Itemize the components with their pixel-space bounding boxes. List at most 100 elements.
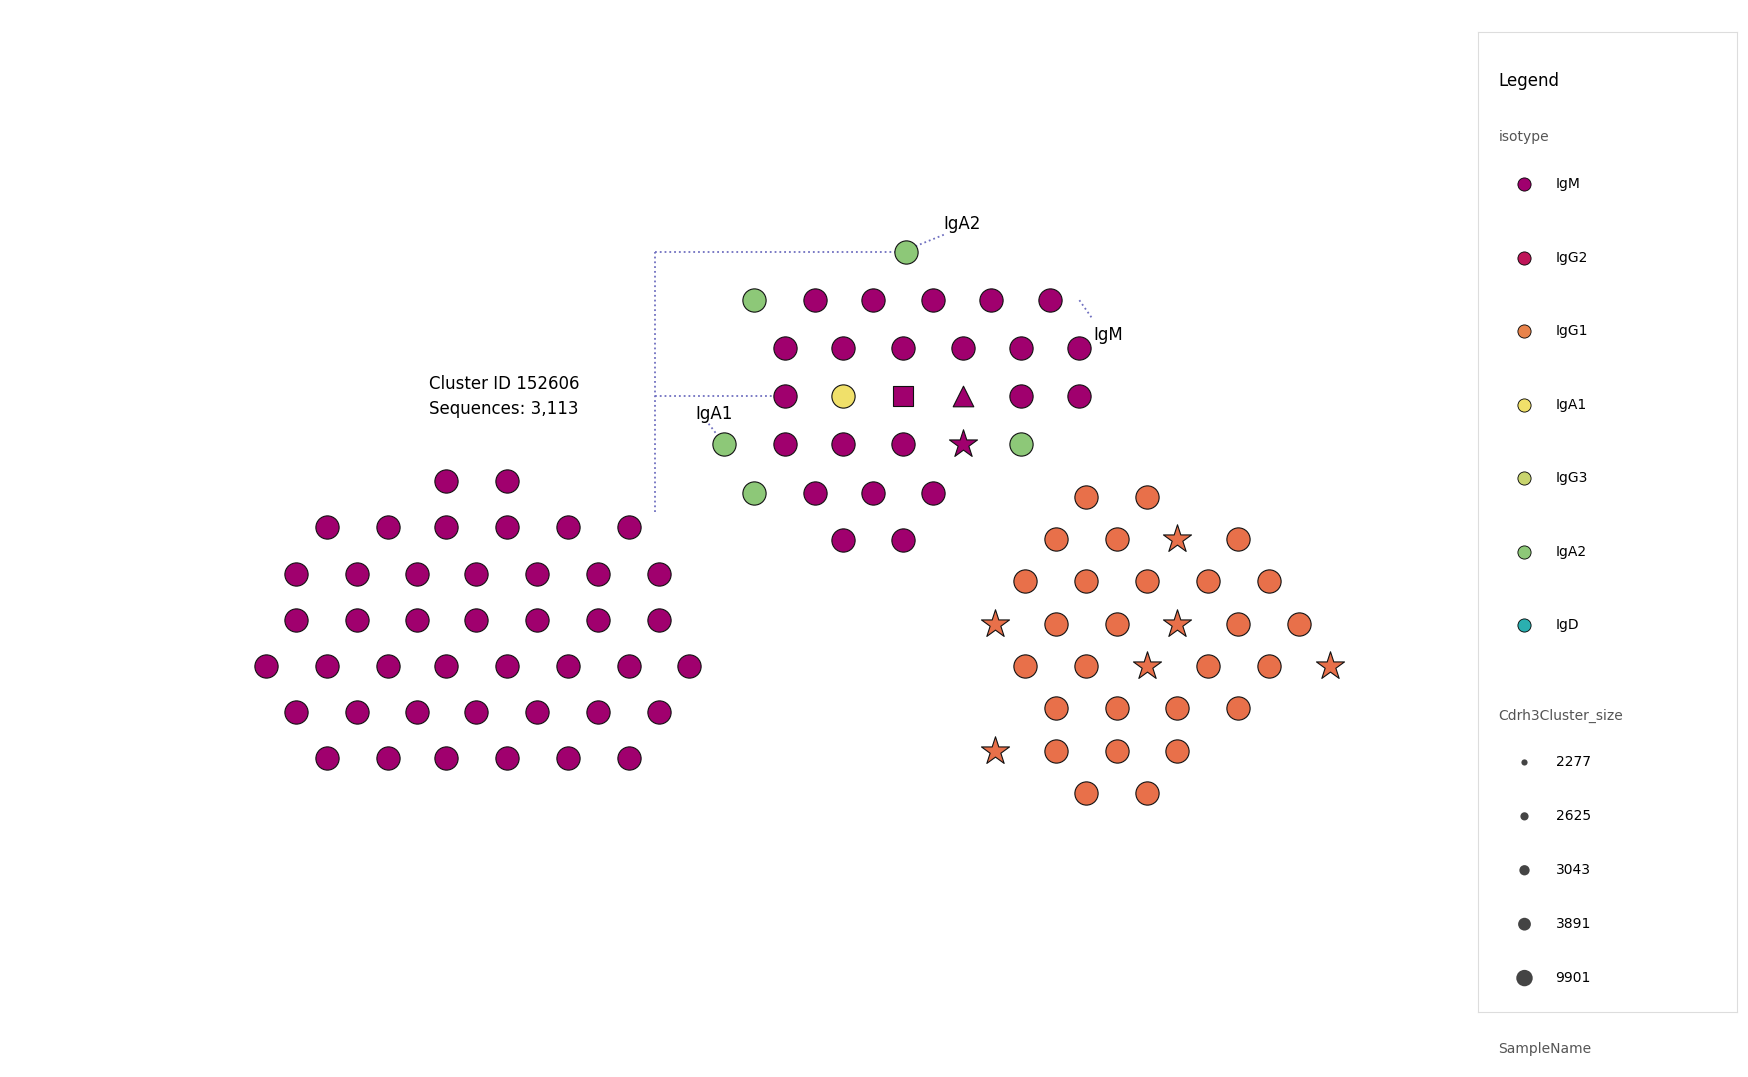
Point [1133,573,1161,590]
Point [1510,969,1538,987]
Point [888,388,916,405]
Text: IgG2: IgG2 [1554,251,1587,265]
Point [947,388,975,405]
Point [523,611,551,628]
Point [1162,615,1190,632]
Text: IgG1: IgG1 [1554,324,1587,338]
Point [829,532,857,549]
Point [1042,530,1070,547]
Point [981,615,1009,632]
Point [1255,657,1283,674]
Point [1510,176,1538,193]
Point [1007,388,1035,405]
Point [493,657,521,674]
Point [584,611,612,628]
Point [1035,292,1063,309]
Point [281,565,309,583]
Point [252,657,280,674]
Point [461,703,489,721]
Point [281,611,309,628]
Point [584,565,612,583]
Text: IgD: IgD [1554,618,1578,632]
Point [1194,657,1222,674]
Point [1042,742,1070,759]
Point [615,657,643,674]
Point [402,703,430,721]
Text: IgA1: IgA1 [1554,397,1585,411]
Point [432,519,460,536]
Point [1133,488,1161,505]
Point [1065,388,1092,405]
Point [829,339,857,356]
Text: IgM: IgM [1092,325,1122,344]
Point [1133,657,1161,674]
Point [615,519,643,536]
Point [1010,573,1038,590]
Point [1510,543,1538,560]
Text: Cluster ID 152606
Sequences: 3,113: Cluster ID 152606 Sequences: 3,113 [428,375,579,418]
Point [1510,754,1538,771]
Point [1133,784,1161,801]
Point [343,703,371,721]
Text: IgA2: IgA2 [944,215,981,234]
Text: SampleName: SampleName [1498,1041,1591,1055]
Point [1072,488,1099,505]
Point [523,703,551,721]
Point [801,484,829,501]
Point [1007,435,1035,452]
Point [981,742,1009,759]
Point [1042,615,1070,632]
Point [1510,323,1538,340]
Point [313,750,341,767]
Point [1510,249,1538,266]
Point [645,611,673,628]
Text: 2277: 2277 [1554,755,1589,769]
Point [645,565,673,583]
Point [739,484,767,501]
Point [615,750,643,767]
Point [493,750,521,767]
Point [771,388,799,405]
Point [1042,700,1070,717]
Text: IgA2: IgA2 [1554,545,1585,559]
Point [739,292,767,309]
Point [432,657,460,674]
Text: IgA1: IgA1 [696,405,732,423]
Point [918,484,946,501]
Point [374,657,402,674]
Point [858,292,886,309]
Point [977,292,1005,309]
Point [1314,657,1342,674]
Point [829,435,857,452]
Point [584,703,612,721]
Point [493,473,521,490]
Point [1510,617,1538,634]
Text: 3891: 3891 [1554,918,1591,932]
Point [1162,700,1190,717]
Point [888,435,916,452]
Point [554,750,582,767]
Point [1103,742,1131,759]
Point [1007,339,1035,356]
Point [888,532,916,549]
Point [1072,784,1099,801]
Point [1224,700,1252,717]
Point [1285,615,1313,632]
Point [888,339,916,356]
Point [1010,657,1038,674]
Point [281,703,309,721]
Point [858,484,886,501]
Point [1224,615,1252,632]
Point [554,519,582,536]
Point [374,519,402,536]
Text: 3043: 3043 [1554,864,1589,878]
Point [1072,657,1099,674]
Point [801,292,829,309]
Point [771,339,799,356]
Point [432,750,460,767]
Point [461,611,489,628]
Point [1510,862,1538,879]
Point [675,657,703,674]
Point [1162,742,1190,759]
Point [343,611,371,628]
